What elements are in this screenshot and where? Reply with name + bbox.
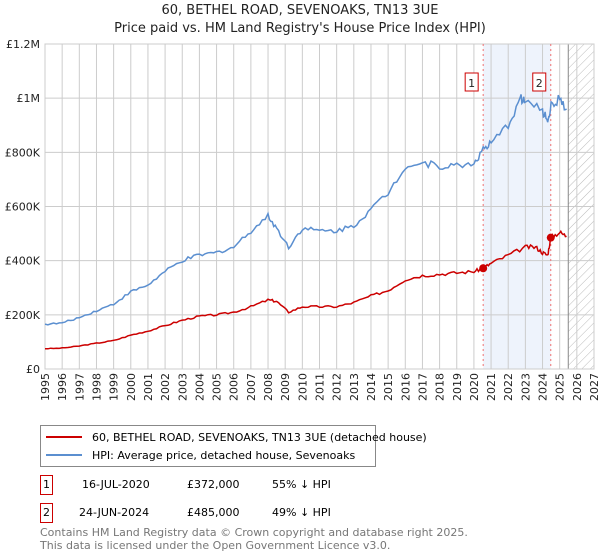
x-tick-label: 2022 <box>502 373 515 401</box>
sale-row-1: 1 16-JUL-2020 £372,000 55% ↓ HPI <box>40 475 600 495</box>
x-tick-label: 2005 <box>211 373 224 401</box>
footer-line-2: This data is licensed under the Open Gov… <box>40 539 391 552</box>
y-tick-label: £1M <box>17 92 41 105</box>
y-tick-label: £400K <box>5 255 41 268</box>
x-tick-label: 2027 <box>588 373 600 401</box>
y-tick-label: £200K <box>5 309 41 322</box>
x-tick-label: 2004 <box>193 373 206 401</box>
y-tick-label: £0 <box>26 363 40 376</box>
x-tick-label: 2015 <box>382 373 395 401</box>
chart-subtitle: Price paid vs. HM Land Registry's House … <box>114 21 486 36</box>
legend-label-property: 60, BETHEL ROAD, SEVENOAKS, TN13 3UE (de… <box>92 430 427 444</box>
sale-marker <box>479 264 488 273</box>
x-tick-label: 2026 <box>571 373 584 401</box>
sale-label: 1 <box>468 77 475 90</box>
x-tick-label: 1995 <box>39 373 52 401</box>
x-tick-label: 2010 <box>296 373 309 401</box>
sale-price: £485,000 <box>187 506 240 519</box>
x-tick-label: 2002 <box>159 373 172 401</box>
x-tick-label: 2013 <box>348 373 361 401</box>
sale-date: 24-JUN-2024 <box>79 506 150 519</box>
x-tick-label: 2006 <box>228 373 241 401</box>
x-tick-label: 2019 <box>451 373 464 401</box>
x-tick-label: 2003 <box>176 373 189 401</box>
x-tick-label: 2025 <box>554 373 567 401</box>
sale-label: 2 <box>536 77 543 90</box>
legend-line-property <box>46 436 82 438</box>
x-tick-label: 2001 <box>142 373 155 401</box>
sale-label-box <box>464 72 479 92</box>
y-tick-label: £800K <box>5 146 41 159</box>
sale-badge: 2 <box>40 503 53 523</box>
sale-delta: 49% ↓ HPI <box>272 506 331 519</box>
x-tick-label: 1997 <box>73 373 86 401</box>
footer-line-1: Contains HM Land Registry data © Crown c… <box>40 526 468 539</box>
x-tick-label: 2009 <box>279 373 292 401</box>
x-tick-label: 2008 <box>262 373 275 401</box>
legend: 60, BETHEL ROAD, SEVENOAKS, TN13 3UE (de… <box>40 425 427 467</box>
sale-marker <box>546 233 555 242</box>
x-tick-label: 2024 <box>537 373 550 401</box>
hpi-line <box>44 94 567 326</box>
x-tick-label: 1998 <box>90 373 103 401</box>
x-tick-label: 2017 <box>416 373 429 401</box>
sale-label-box <box>532 72 547 92</box>
x-tick-label: 2011 <box>314 373 327 401</box>
x-tick-label: 2012 <box>331 373 344 401</box>
y-tick-label: £1.2M <box>6 38 40 51</box>
chart-title: 60, BETHEL ROAD, SEVENOAKS, TN13 3UE <box>161 3 439 18</box>
legend-line-hpi <box>46 454 82 456</box>
x-tick-label: 1999 <box>108 373 121 401</box>
x-tick-label: 2021 <box>485 373 498 401</box>
x-tick-label: 2007 <box>245 373 258 401</box>
sale-date: 16-JUL-2020 <box>82 478 150 491</box>
footer: Contains HM Land Registry data © Crown c… <box>40 526 468 552</box>
property-price-line <box>45 229 567 350</box>
y-tick-label: £600K <box>5 201 41 214</box>
sale-delta: 55% ↓ HPI <box>272 478 331 491</box>
legend-label-hpi: HPI: Average price, detached house, Seve… <box>92 448 356 462</box>
x-tick-label: 2020 <box>468 373 481 401</box>
x-tick-label: 1996 <box>56 373 69 401</box>
plot-area: 1995 1996 1997 1998 1999 2000 2001 2002 2003 2004… <box>5 38 600 401</box>
x-tick-label: 2000 <box>125 373 138 401</box>
x-tick-label: 2016 <box>399 373 412 401</box>
sale-row-2: 2 24-JUN-2024 £485,000 49% ↓ HPI <box>40 503 600 523</box>
plot-border <box>44 43 595 370</box>
sale-badge: 1 <box>40 475 53 495</box>
x-tick-label: 2014 <box>365 373 378 401</box>
sale-price: £372,000 <box>187 478 240 491</box>
x-tick-label: 2023 <box>519 373 532 401</box>
x-tick-label: 2018 <box>434 373 447 401</box>
